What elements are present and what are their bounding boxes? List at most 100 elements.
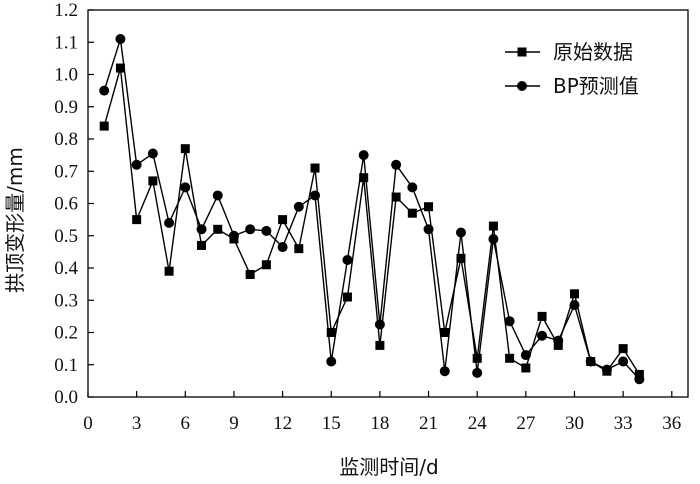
x-tick-label: 27 — [516, 413, 535, 434]
data-point-square — [115, 63, 125, 73]
data-point-square — [261, 260, 271, 270]
data-point-square — [537, 311, 547, 321]
x-axis-ticks: 0 3 6 9 12 15 18 21 24 27 30 33 36 — [83, 391, 681, 434]
data-point-circle — [147, 148, 158, 159]
legend-marker-square — [517, 47, 527, 57]
data-point-square — [488, 221, 498, 231]
data-point-square — [148, 176, 158, 186]
data-point-square — [375, 340, 385, 350]
data-point-square — [521, 363, 531, 373]
x-tick-label: 24 — [468, 413, 488, 434]
data-point-square — [197, 240, 207, 250]
data-point-circle — [488, 233, 499, 244]
data-point-circle — [391, 159, 402, 170]
data-point-circle — [131, 159, 142, 170]
y-tick-label: 0.6 — [54, 194, 78, 215]
y-tick-label: 0.0 — [54, 387, 78, 408]
data-point-circle — [407, 182, 418, 193]
data-point-circle — [537, 330, 548, 341]
data-point-square — [424, 202, 434, 212]
data-point-circle — [99, 85, 110, 96]
data-point-circle — [245, 224, 256, 235]
x-tick-label: 0 — [83, 413, 93, 434]
data-point-square — [359, 173, 369, 183]
x-tick-label: 9 — [229, 413, 239, 434]
data-point-square — [99, 121, 109, 131]
data-point-circle — [261, 225, 272, 236]
data-point-circle — [196, 224, 207, 235]
data-point-square — [245, 269, 255, 279]
series-line — [103, 38, 640, 380]
data-point-circle — [455, 227, 466, 238]
series-line — [103, 67, 640, 375]
data-point-circle — [293, 201, 304, 212]
data-point-square — [456, 253, 466, 263]
y-tick-label: 0.7 — [54, 161, 78, 182]
data-point-square — [132, 215, 142, 225]
data-point-square — [618, 344, 628, 354]
y-tick-label: 0.9 — [54, 97, 78, 118]
x-tick-label: 12 — [273, 413, 292, 434]
data-point-square — [213, 224, 223, 234]
legend-marker-circle — [517, 81, 527, 91]
data-point-circle — [423, 224, 434, 235]
data-point-circle — [228, 230, 239, 241]
data-point-square — [407, 208, 417, 218]
x-tick-label: 3 — [132, 413, 142, 434]
y-tick-label: 0.8 — [54, 129, 78, 150]
x-tick-label: 18 — [370, 413, 389, 434]
data-point-circle — [164, 217, 175, 228]
data-point-circle — [601, 364, 612, 375]
data-point-circle — [585, 356, 596, 367]
data-point-circle — [553, 335, 564, 346]
data-point-square — [505, 353, 515, 363]
data-point-circle — [374, 319, 385, 330]
y-tick-label: 0.5 — [54, 226, 78, 247]
data-point-circle — [520, 350, 531, 361]
y-tick-label: 0.2 — [54, 323, 78, 344]
data-point-circle — [277, 242, 288, 253]
data-point-circle — [358, 150, 369, 161]
data-point-square — [569, 289, 579, 299]
series-bp-prediction — [99, 34, 645, 385]
data-point-circle — [326, 356, 337, 367]
legend-label-raw: 原始数据 — [553, 40, 633, 64]
data-point-square — [440, 328, 450, 337]
data-point-square — [391, 192, 401, 202]
y-tick-label: 0.3 — [54, 290, 78, 311]
x-tick-label: 6 — [181, 413, 191, 434]
data-point-circle — [569, 300, 580, 311]
data-point-circle — [472, 367, 483, 378]
data-point-circle — [439, 366, 450, 377]
data-point-square — [164, 266, 174, 276]
x-tick-label: 30 — [565, 413, 584, 434]
data-point-square — [180, 144, 190, 154]
legend: 原始数据 BP预测值 — [505, 40, 639, 98]
data-point-circle — [212, 190, 223, 201]
data-point-square — [278, 215, 288, 225]
data-point-circle — [180, 182, 191, 193]
y-tick-label: 1.1 — [54, 32, 78, 53]
data-point-square — [310, 163, 320, 173]
y-tick-label: 1.0 — [54, 65, 78, 86]
x-tick-label: 21 — [419, 413, 438, 434]
x-tick-label: 15 — [322, 413, 341, 434]
data-point-circle — [504, 316, 515, 327]
series-layer — [99, 34, 645, 385]
y-axis-ticks: 0.0 0.1 0.2 0.3 0.4 0.5 0.6 0.7 0.8 0.9 1.0 1.1 1.2 — [54, 0, 94, 408]
data-point-circle — [618, 356, 629, 367]
data-point-square — [294, 244, 304, 254]
y-axis-title: 拱顶变形量/mm — [3, 147, 27, 293]
data-point-circle — [310, 190, 321, 201]
x-tick-label: 33 — [614, 413, 633, 434]
legend-label-bp: BP预测值 — [553, 74, 639, 98]
data-point-square — [472, 353, 482, 363]
data-point-circle — [342, 254, 353, 265]
y-tick-label: 0.4 — [54, 258, 78, 279]
x-axis-title: 监测时间/d — [339, 455, 438, 479]
x-tick-label: 36 — [662, 413, 681, 434]
data-point-circle — [115, 34, 126, 45]
y-tick-label: 1.2 — [54, 0, 78, 21]
data-point-square — [342, 292, 352, 302]
